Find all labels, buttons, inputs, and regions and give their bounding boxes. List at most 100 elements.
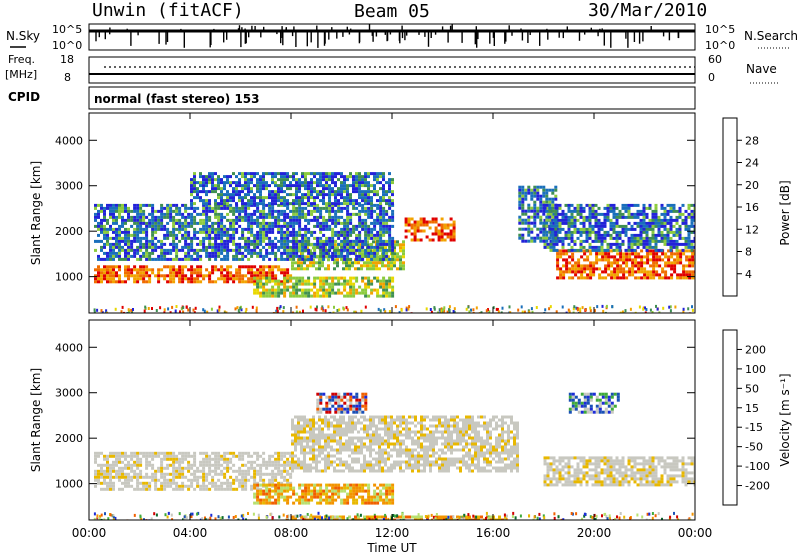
heatmap-cell [391,291,395,295]
heatmap-cell [100,469,103,473]
heatmap-cell [202,469,206,473]
heatmap-cell [672,209,676,213]
heatmap-cell [343,233,347,237]
heatmap-cell [593,309,596,313]
heatmap-cell [624,309,627,313]
heatmap-cell [262,218,266,222]
heatmap-cell [349,199,352,203]
heatmap-cell [229,209,233,213]
heatmap-cell [331,291,335,295]
heatmap-cell [331,230,335,234]
heatmap-cell [139,239,143,243]
heatmap-cell [109,245,112,249]
heatmap-cell [280,218,284,222]
power-heatmap [93,172,695,313]
heatmap-cell [663,239,667,243]
heatmap-cell [166,472,170,476]
heatmap-cell [304,236,308,240]
heatmap-cell [202,239,206,243]
heatmap-cell [190,187,193,191]
heatmap-cell [190,215,194,219]
heatmap-cell [669,203,673,207]
heatmap-cell [313,230,317,234]
heatmap-cell [334,212,338,216]
heatmap-cell [358,245,362,249]
heatmap-cell [151,218,155,222]
heatmap-cell [385,257,389,261]
heatmap-cell [127,227,130,231]
heatmap-cell [235,184,238,188]
heatmap-cell [690,209,694,213]
heatmap-cell [187,277,191,281]
heatmap-cell [645,239,649,243]
heatmap-cell [631,261,635,265]
heatmap-cell [142,245,146,249]
heatmap-cell [262,288,266,292]
heatmap-cell [642,203,646,207]
heatmap-cell [404,217,408,221]
heatmap-cell [130,215,134,219]
heatmap-cell [109,487,112,491]
nave-tick-top: 60 [708,53,722,66]
heatmap-cell [684,242,688,246]
heatmap-cell [688,249,692,253]
heatmap-cell [667,276,671,280]
heatmap-cell [585,227,589,231]
heatmap-cell [124,475,127,479]
heatmap-cell [286,212,290,216]
heatmap-cell [382,187,385,191]
heatmap-cell [571,252,575,256]
heatmap-cell [340,193,343,197]
heatmap-cell [331,254,335,258]
heatmap-cell [142,254,146,258]
heatmap-cell [349,196,352,200]
heatmap-cell [331,239,335,243]
heatmap-cell [208,172,211,176]
heatmap-cell [178,463,182,467]
heatmap-cell [672,245,676,249]
heatmap-cell [294,427,297,431]
heatmap-cell [262,206,266,210]
heatmap-cell [388,282,392,286]
heatmap-cell [291,261,294,265]
heatmap-cell [235,181,238,185]
heatmap-cell [145,475,149,479]
heatmap-cell [229,233,233,237]
heatmap-cell [172,242,176,246]
heatmap-cell [211,268,215,272]
heatmap-cell [391,212,395,216]
heatmap-cell [396,243,399,247]
heatmap-cell [570,239,574,243]
heatmap-cell [684,218,688,222]
heatmap-cell [175,481,179,485]
heatmap-cell [145,463,149,467]
heatmap-cell [262,245,266,249]
heatmap-cell [518,185,522,189]
heatmap-cell [567,206,571,210]
heatmap-cell [340,196,343,200]
heatmap-cell [301,294,305,298]
heatmap-cell [112,236,115,240]
heatmap-cell [238,178,241,182]
heatmap-cell [208,466,212,470]
heatmap-cell [548,227,552,231]
heatmap-cell [337,251,341,255]
heatmap-cell [585,248,589,252]
heatmap-cell [196,478,200,482]
heatmap-cell [289,184,292,188]
heatmap-cell [148,245,152,249]
heatmap-cell [145,451,149,455]
heatmap-cell [337,215,341,219]
heatmap-cell [559,270,563,274]
heatmap-cell [271,227,275,231]
heatmap-cell [303,430,306,434]
heatmap-cell [682,270,686,274]
heatmap-cell [657,218,661,222]
heatmap-cell [229,236,233,240]
heatmap-cell [280,282,284,286]
heatmap-cell [253,251,257,255]
heatmap-cell [148,242,152,246]
heatmap-cell [379,203,383,207]
heatmap-cell [103,215,106,219]
heatmap-cell [687,206,691,210]
